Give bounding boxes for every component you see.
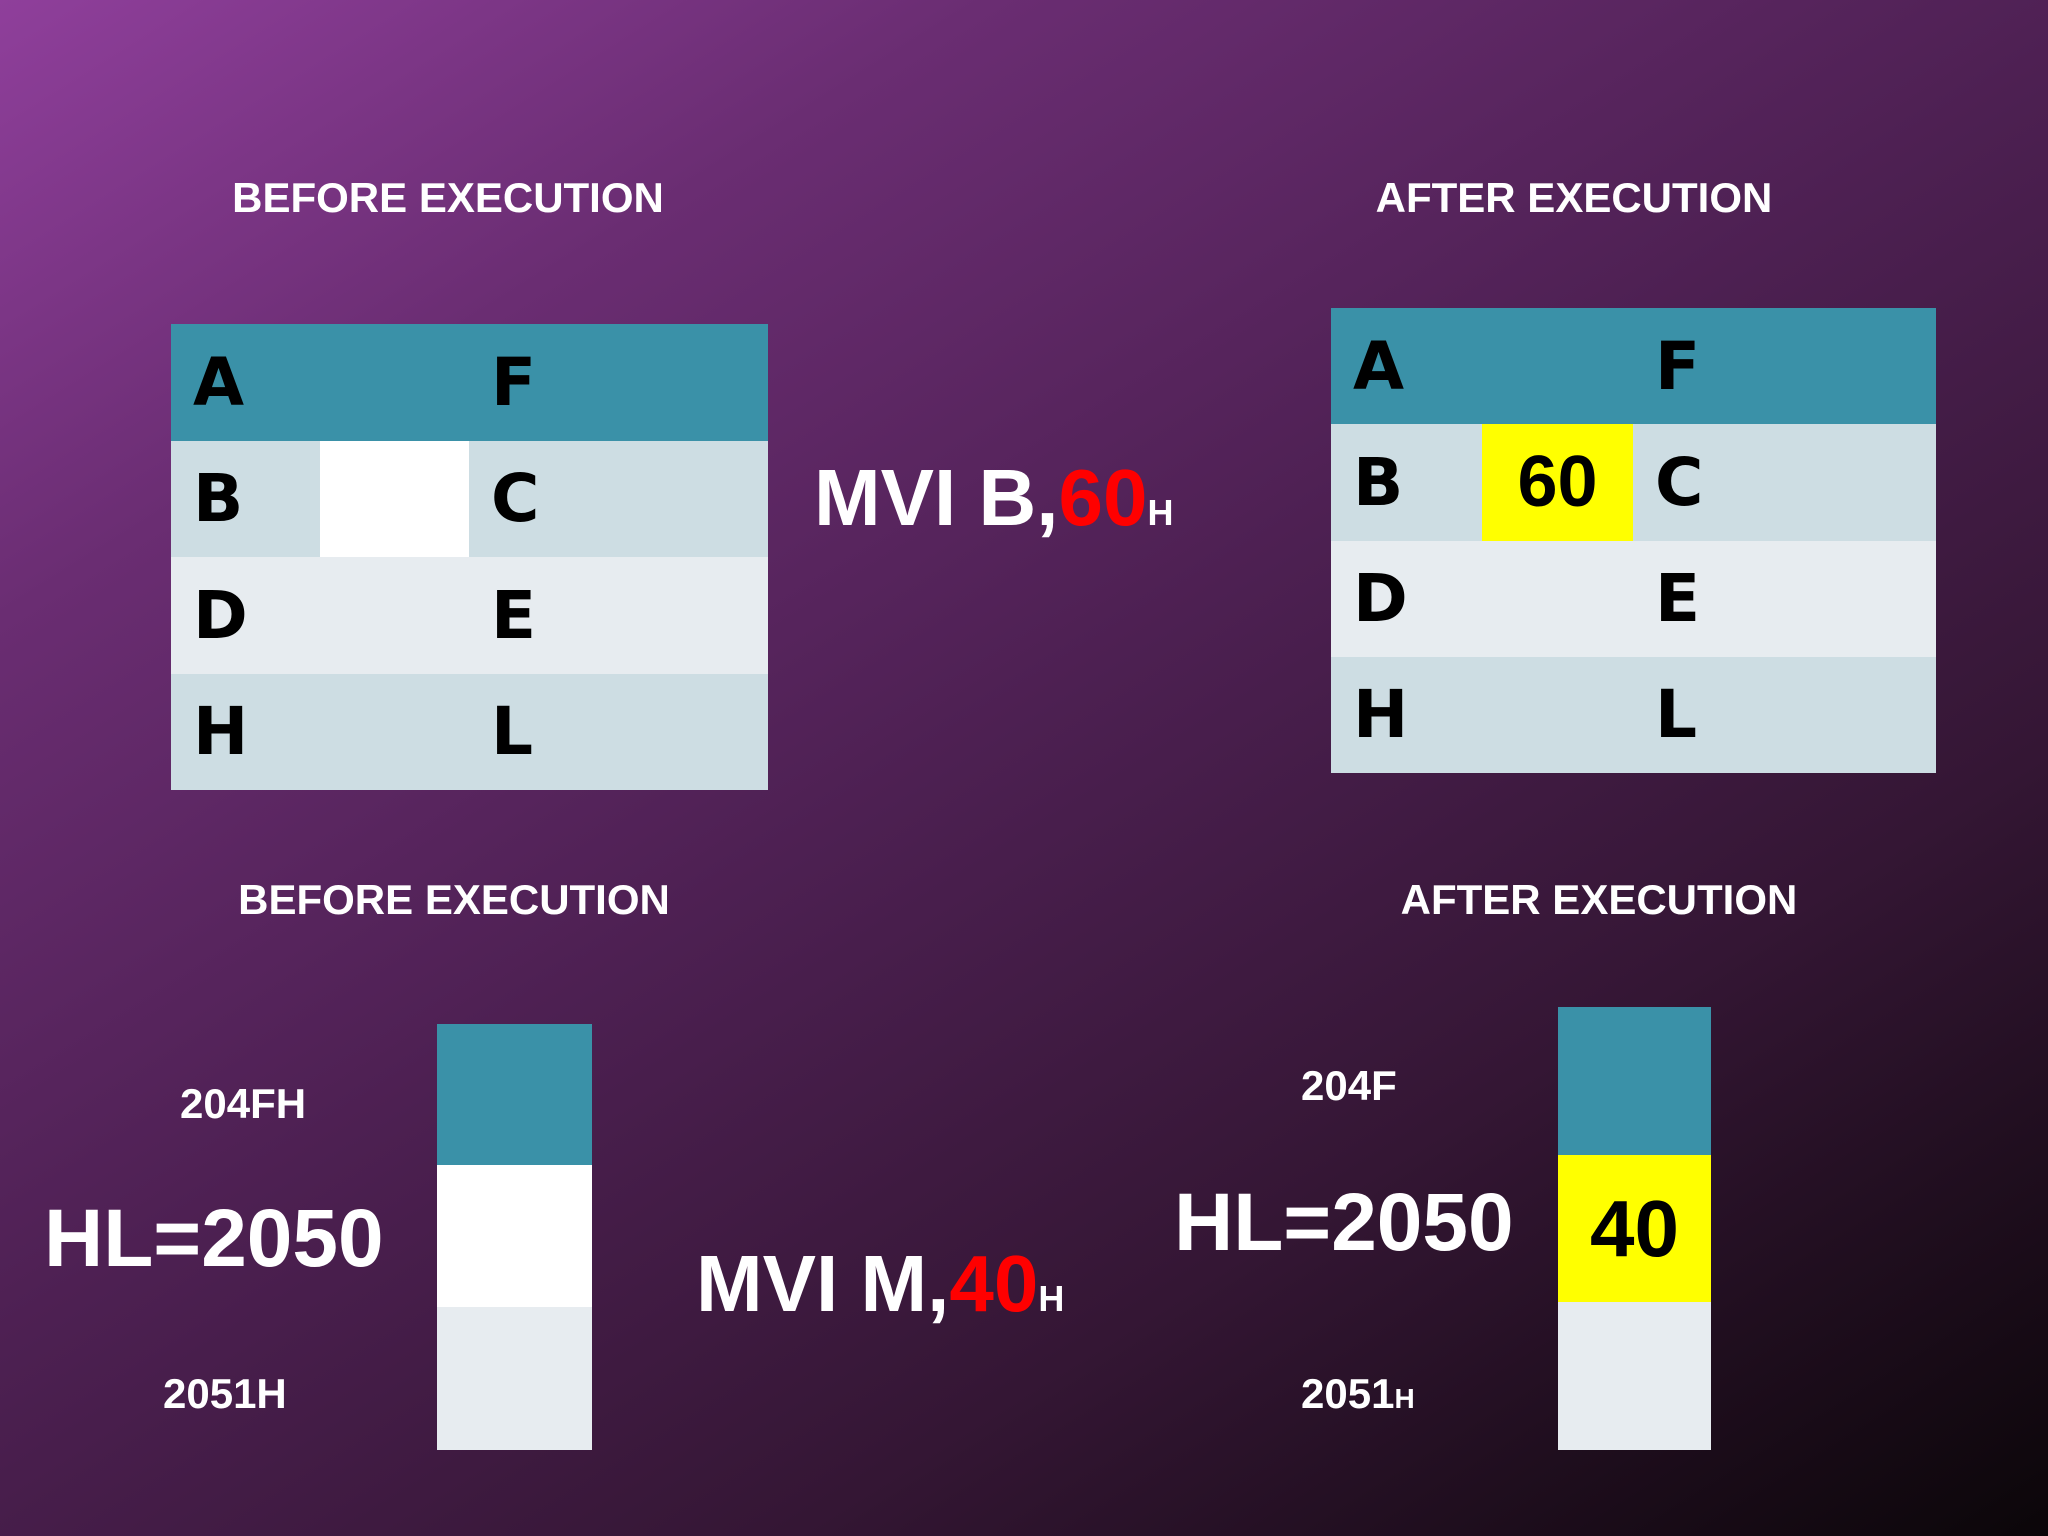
register-label: B	[1331, 424, 1482, 541]
address: 204F	[1301, 1062, 1397, 1109]
register-label: F	[1633, 308, 1936, 425]
address: 2051H	[163, 1370, 287, 1417]
pointer: HL=2050	[1174, 1177, 1514, 1268]
suffix: H	[1394, 1383, 1415, 1414]
memory-cell	[1558, 1302, 1711, 1450]
memory-cell-value: 40	[1558, 1155, 1711, 1302]
register-label: C	[1633, 424, 1936, 541]
suffix: H	[1147, 492, 1174, 533]
register-label: E	[1633, 540, 1936, 657]
register-label: F	[469, 324, 768, 441]
suffix: H	[1038, 1278, 1065, 1319]
register-cell	[320, 324, 469, 441]
heading: BEFORE EXECUTION	[232, 174, 664, 221]
address-number: 2051	[1301, 1370, 1395, 1417]
instruction-text: MVI M,	[696, 1239, 950, 1328]
register-label: D	[171, 557, 320, 674]
heading: AFTER EXECUTION	[1375, 174, 1773, 221]
operand: 60	[1058, 453, 1148, 542]
heading: AFTER EXECUTION	[1400, 876, 1798, 923]
register-cell	[320, 673, 469, 790]
register-cell	[1482, 308, 1633, 425]
memory-cell	[437, 1307, 592, 1450]
register-table: A F B 60 C D E H L	[1331, 308, 1936, 773]
instruction-text: MVI B,	[814, 453, 1059, 542]
heading: BEFORE EXECUTION	[238, 876, 670, 923]
register-label: A	[171, 324, 320, 441]
register-cell	[1482, 540, 1633, 657]
register-label: E	[469, 557, 768, 674]
register-label: H	[171, 673, 320, 790]
register-value	[320, 440, 469, 557]
memory-cell	[437, 1024, 592, 1165]
address: 2051H	[1301, 1370, 1415, 1418]
register-label: L	[1633, 656, 1936, 773]
register-label: D	[1331, 540, 1482, 657]
address: 204FH	[180, 1080, 307, 1127]
register-label: B	[171, 440, 320, 557]
register-label: A	[1331, 308, 1482, 425]
memory-cell	[1558, 1007, 1711, 1155]
operand: 40	[949, 1239, 1039, 1328]
memory-cell	[437, 1165, 592, 1307]
instruction: MVI M,40H	[696, 1238, 1064, 1330]
register-cell	[1482, 656, 1633, 773]
register-label: L	[469, 673, 768, 790]
register-cell	[320, 557, 469, 674]
pointer: HL=2050	[44, 1193, 384, 1284]
register-label: C	[469, 440, 768, 557]
register-label: H	[1331, 656, 1482, 773]
register-value: 60	[1482, 424, 1633, 541]
register-table: A F B C D E H L	[171, 324, 768, 790]
instruction: MVI B,60H	[814, 452, 1173, 544]
